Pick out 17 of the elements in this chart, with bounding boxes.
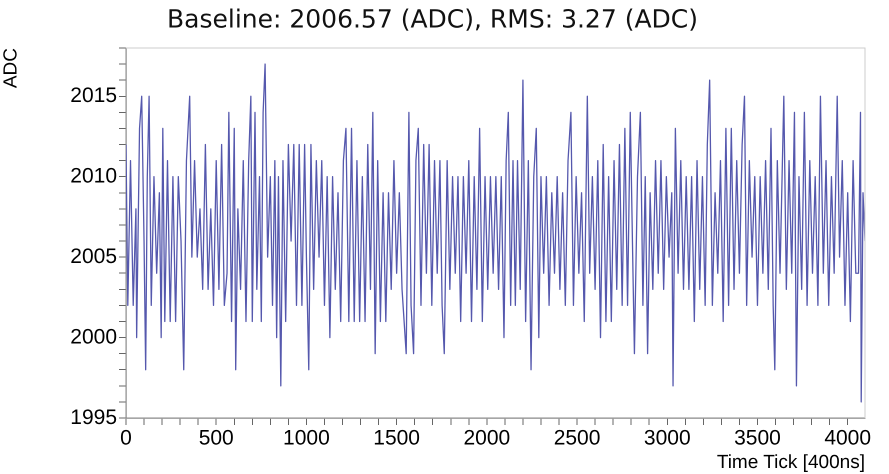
x-tick-label: 1000 [283, 426, 330, 450]
x-tick-label: 0 [120, 426, 132, 450]
x-tick-label: 2000 [463, 426, 510, 450]
chart-title: Baseline: 2006.57 (ADC), RMS: 3.27 (ADC) [166, 4, 698, 34]
y-tick-label: 2005 [70, 244, 117, 268]
y-axis-title: ADC [0, 48, 22, 88]
x-tick-label: 4000 [824, 426, 872, 450]
y-tick-label: 1995 [70, 406, 117, 429]
x-tick-label: 1500 [373, 426, 420, 450]
x-tick-label: 3000 [644, 426, 691, 450]
x-tick-label: 3500 [734, 426, 781, 450]
y-tick-label: 2000 [70, 325, 117, 348]
y-tick-label: 2015 [70, 84, 117, 108]
x-tick-label: 2500 [554, 426, 600, 450]
x-axis-title: Time Tick [400ns] [716, 452, 865, 473]
x-tick-label: 500 [198, 426, 234, 450]
y-tick-label: 2010 [70, 164, 117, 188]
